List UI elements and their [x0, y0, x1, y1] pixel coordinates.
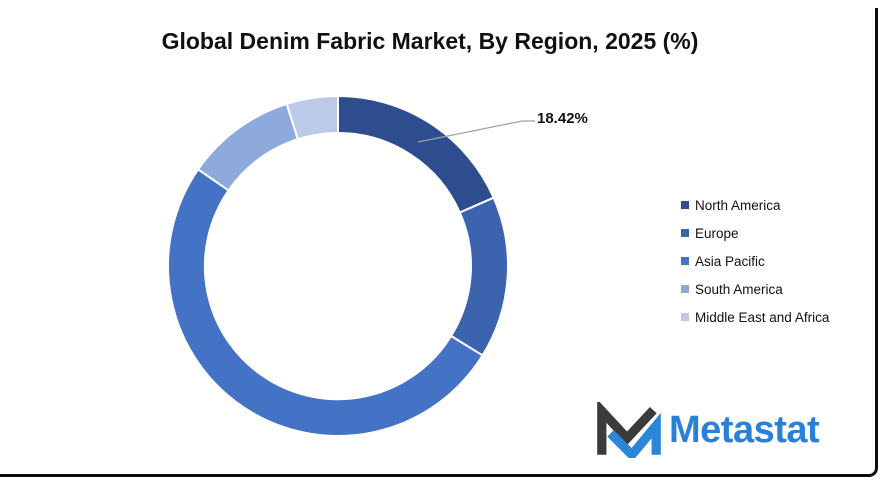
- legend-label: Asia Pacific: [695, 253, 765, 269]
- legend-swatch-europe: [681, 229, 689, 237]
- leader-line: [417, 120, 535, 143]
- legend-swatch-north-america: [681, 201, 689, 209]
- legend-label: South America: [695, 281, 783, 297]
- legend-item-asia-pacific: Asia Pacific: [681, 247, 829, 275]
- donut-slice-europe: [449, 196, 509, 357]
- legend-swatch-south-america: [681, 285, 689, 293]
- legend-swatch-asia-pacific: [681, 257, 689, 265]
- metastat-logo: Metastat: [595, 402, 820, 458]
- legend-label: Europe: [695, 225, 739, 241]
- legend-label: Middle East and Africa: [695, 309, 830, 325]
- donut-slice-north-america: [337, 94, 495, 214]
- donut-slice-middle-east-and-africa: [285, 94, 339, 141]
- donut-slice-south-america: [196, 102, 300, 192]
- donut-slice-asia-pacific: [167, 167, 484, 437]
- legend-item-north-america: North America: [681, 191, 829, 219]
- metastat-m-icon: [597, 402, 661, 458]
- legend: North America Europe Asia Pacific South Ame…: [681, 191, 829, 331]
- data-label: 18.42%: [537, 110, 588, 127]
- legend-item-europe: Europe: [681, 219, 829, 247]
- chart-title: Global Denim Fabric Market, By Region, 2…: [161, 28, 699, 54]
- legend-item-south-america: South America: [681, 275, 829, 303]
- donut-slices: [167, 94, 509, 437]
- metastat-wordmark: Metastat: [669, 409, 820, 451]
- legend-swatch-middle-east-and-africa: [681, 313, 689, 321]
- legend-label: North America: [695, 197, 781, 213]
- legend-item-middle-east-and-africa: Middle East and Africa: [681, 303, 829, 331]
